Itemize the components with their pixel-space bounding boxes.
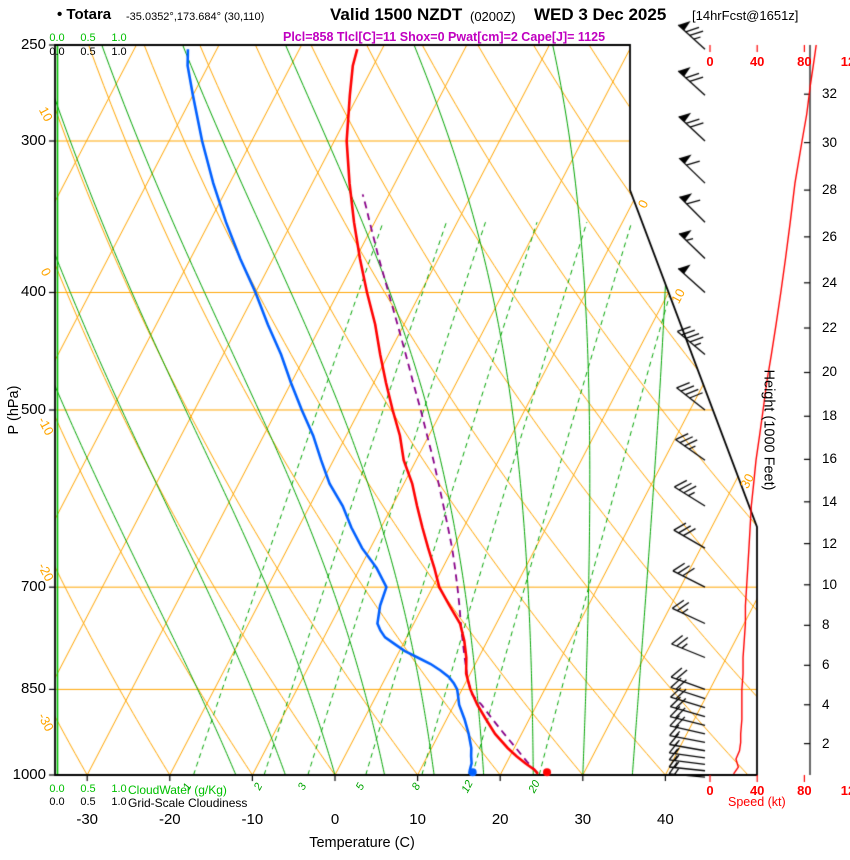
pressure-tick-label: 850 — [20, 680, 46, 698]
speed-tick-label-bottom: 0 — [706, 783, 714, 798]
cloudiness-label: Grid-Scale Cloudiness — [128, 796, 248, 810]
height-tick-label: 2 — [822, 735, 830, 751]
height-tick-label: 26 — [822, 228, 838, 244]
height-tick-label: 6 — [822, 657, 830, 673]
temp-tick-label: 30 — [574, 811, 592, 828]
valid-date: WED 3 Dec 2025 — [534, 5, 667, 24]
speed-tick-label-top: 120 — [840, 54, 850, 69]
cloudiness-scale-value: 1.0 — [111, 796, 127, 808]
height-tick-label: 12 — [822, 535, 838, 551]
height-tick-label: 32 — [822, 86, 838, 102]
height-tick-label: 20 — [822, 364, 838, 380]
temp-tick-label: -30 — [76, 811, 99, 828]
cloudwater-scale-value: 0.0 — [49, 32, 65, 44]
cloudwater-scale-value: 0.5 — [80, 32, 96, 44]
speed-tick-label-bottom: 80 — [797, 783, 812, 798]
pressure-tick-label: 1000 — [12, 765, 46, 783]
cloudwater-scale-value: 1.0 — [111, 783, 127, 795]
temp-tick-label: -20 — [158, 811, 181, 828]
height-tick-label: 10 — [822, 576, 838, 592]
temp-tick-label: 40 — [657, 811, 674, 828]
temp-tick-label: 20 — [491, 811, 509, 828]
height-tick-label: 4 — [822, 696, 830, 712]
cloudwater-scale-value: 1.0 — [111, 32, 127, 44]
station-coords: -35.0352°,173.684° (30,110) — [126, 11, 265, 23]
pressure-axis-label: P (hPa) — [5, 385, 22, 435]
height-tick-label: 24 — [822, 274, 838, 290]
cloudiness-scale-value: 0.0 — [49, 796, 65, 808]
forecast-ref: [14hrFcst@1651z] — [692, 8, 799, 23]
cloudiness-scale-value: 0.5 — [80, 796, 96, 808]
height-tick-label: 22 — [822, 320, 838, 336]
valid-utc: (0200Z) — [470, 9, 516, 24]
speed-tick-label-top: 40 — [749, 54, 765, 69]
height-tick-label: 30 — [822, 134, 838, 150]
temperature-axis-label: Temperature (C) — [309, 835, 415, 851]
cloudwater-scale-value: 0.0 — [49, 783, 65, 795]
pressure-tick-label: 500 — [20, 400, 46, 418]
height-axis-label: Height (1000 Feet) — [760, 369, 777, 491]
cloudwater-label: CloudWater (g/Kg) — [128, 783, 227, 797]
valid-time: Valid 1500 NZDT — [330, 5, 463, 24]
cloudiness-scale-value: 1.0 — [111, 46, 127, 58]
height-tick-label: 28 — [822, 182, 838, 198]
cloudwater-scale-value: 0.5 — [80, 783, 96, 795]
pressure-tick-label: 250 — [20, 36, 46, 53]
stability-indices: Plcl=858 Tlcl[C]=11 Shox=0 Pwat[cm]=2 Ca… — [283, 30, 606, 44]
pressure-tick-label: 400 — [20, 283, 46, 301]
height-tick-label: 18 — [822, 408, 838, 424]
pressure-tick-label: 300 — [20, 132, 46, 149]
speed-axis-label: Speed (kt) — [728, 795, 786, 809]
temp-tick-label: 0 — [330, 811, 340, 828]
height-tick-label: 14 — [822, 493, 838, 509]
temp-tick-label: -10 — [241, 811, 264, 828]
height-tick-label: 16 — [822, 451, 838, 467]
pressure-tick-label: 700 — [20, 578, 46, 596]
station-name: • Totara — [57, 6, 112, 23]
speed-tick-label-top: 80 — [797, 54, 812, 69]
temp-tick-label: 10 — [409, 811, 426, 828]
height-tick-label: 8 — [822, 617, 830, 633]
cloudiness-scale-value: 0.5 — [80, 46, 96, 58]
cloudiness-scale-value: 0.0 — [49, 46, 65, 58]
speed-tick-label-top: 0 — [706, 54, 714, 69]
speed-tick-label-bottom: 120 — [840, 783, 850, 798]
speed-tick-label-bottom: 40 — [749, 783, 765, 798]
